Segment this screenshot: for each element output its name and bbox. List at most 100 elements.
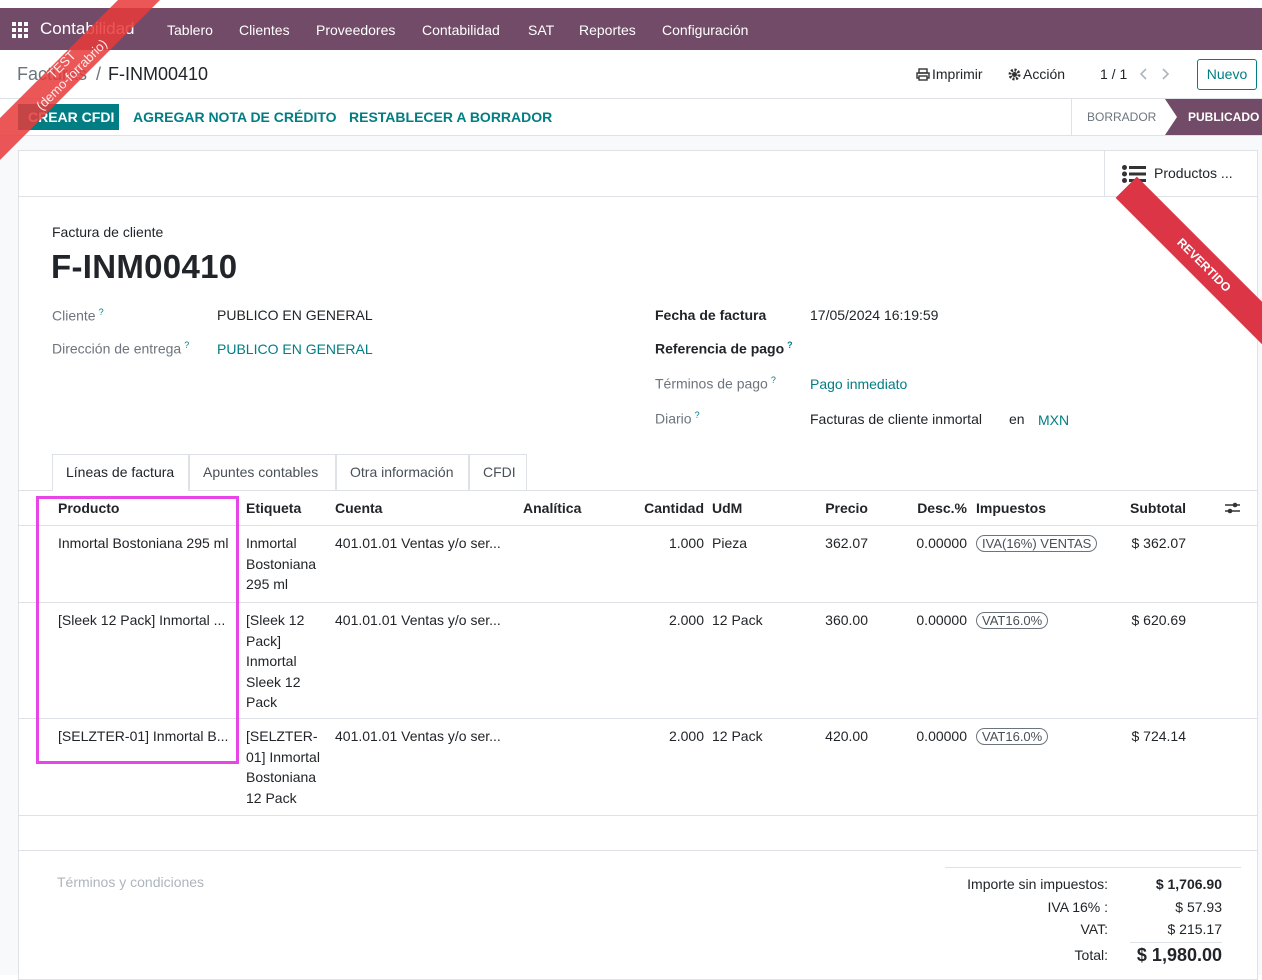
column-header[interactable]: Etiqueta [246, 500, 302, 516]
total-label: IVA 16% : [1047, 899, 1108, 915]
tab[interactable]: CFDI [469, 454, 527, 490]
field-value[interactable]: MXN [1038, 412, 1070, 428]
cell: $ 362.07 [1131, 535, 1187, 551]
menu-item[interactable]: Configuración [662, 22, 749, 38]
cell: 2.000 [668, 728, 704, 744]
action-button[interactable]: RESTABLECER A BORRADOR [349, 109, 553, 125]
cell: [Sleek 12 Pack] Inmortal ... [58, 612, 226, 628]
cell: $ 620.69 [1131, 612, 1187, 628]
column-header[interactable]: Precio [825, 500, 868, 516]
cell: 360.00 [825, 612, 868, 628]
cell: 1.000 [668, 535, 704, 551]
divider [1130, 942, 1222, 943]
column-header[interactable]: Desc.% [917, 500, 967, 516]
pager-arrows[interactable] [1136, 66, 1176, 82]
total-value: $ 1,706.90 [1155, 876, 1222, 892]
divider [19, 850, 1257, 851]
field-label: Cliente? [52, 307, 104, 324]
pager: 1 / 1 [1100, 66, 1128, 82]
new-button[interactable]: Nuevo [1197, 59, 1257, 90]
optional-columns-icon[interactable] [1225, 501, 1240, 515]
divider [945, 867, 1241, 868]
row-border [19, 602, 1257, 603]
cell: 401.01.01 Ventas y/o ser... [335, 612, 501, 628]
field-label: Diario? [655, 410, 700, 427]
total-value: $ 57.93 [1175, 899, 1222, 915]
column-header[interactable]: UdM [712, 500, 743, 516]
column-header[interactable]: Analítica [523, 500, 582, 516]
help[interactable]: ? [98, 307, 104, 317]
cell: [Sleek 12 Pack] Inmortal Sleek 12 Pack [246, 612, 305, 710]
cell: VAT16.0% [976, 610, 1126, 632]
field-value[interactable]: Pago inmediato [810, 376, 908, 392]
field-text: en [1009, 411, 1025, 427]
help[interactable]: ? [770, 375, 776, 385]
cell: 2.000 [668, 612, 704, 628]
menu-item[interactable]: SAT [528, 22, 555, 38]
field-label: Fecha de factura [655, 307, 767, 323]
field-value: 17/05/2024 16:19:59 [810, 307, 939, 323]
cell: [SELZTER-01] Inmortal Bostoniana 12 Pack [246, 728, 320, 806]
field-label: Referencia de pago? [655, 340, 793, 357]
tab[interactable]: Líneas de factura [52, 454, 189, 491]
column-header[interactable]: Subtotal [1130, 500, 1186, 516]
help[interactable]: ? [184, 340, 190, 350]
action-button[interactable]: CREAR CFDI [28, 109, 115, 125]
column-header[interactable]: Impuestos [976, 500, 1047, 516]
total-label: Importe sin impuestos: [967, 876, 1108, 892]
menu-item[interactable]: Contabilidad [422, 22, 500, 38]
cell: 420.00 [825, 728, 868, 744]
label: Diario [655, 410, 692, 427]
column-header[interactable]: Cuenta [335, 500, 383, 516]
apps-icon[interactable] [12, 22, 28, 38]
status-active-bg [1165, 99, 1262, 135]
field-label: Términos de pago? [655, 375, 776, 392]
tab[interactable]: Apuntes contables [189, 454, 336, 490]
label: Términos de pago [655, 375, 768, 392]
help[interactable]: ? [787, 340, 793, 350]
field-value: Facturas de cliente inmortal [810, 411, 982, 427]
action-button[interactable]: Acción [1023, 66, 1066, 82]
cell: 401.01.01 Ventas y/o ser... [335, 728, 501, 744]
cell: Inmortal Bostoniana 295 ml [246, 535, 317, 592]
status-draft[interactable]: BORRADOR [1087, 110, 1157, 124]
cell: IVA(16%) VENTAS [976, 533, 1126, 555]
field-value[interactable]: PUBLICO EN GENERAL [217, 341, 373, 357]
field-label: Dirección de entrega? [52, 340, 189, 357]
row-border [19, 718, 1257, 719]
tab[interactable]: Otra información [336, 454, 469, 490]
status-posted: PUBLICADO [1188, 110, 1260, 124]
navbar: Contabilidad Tablero Clientes Proveedores C… [0, 8, 1262, 50]
divider [0, 98, 1262, 99]
breadcrumb-current: F-INM00410 [108, 64, 209, 84]
label: Dirección de entrega [52, 340, 182, 357]
cell: 0.00000 [916, 728, 967, 744]
total-label: VAT: [1080, 921, 1109, 937]
cell: [SELZTER-01] Inmortal B... [58, 728, 229, 744]
divider [19, 196, 1257, 197]
menu-item[interactable]: Clientes [239, 22, 290, 38]
column-header[interactable]: Cantidad [644, 500, 704, 516]
menu-item[interactable]: Proveedores [316, 22, 396, 38]
help[interactable]: ? [694, 410, 700, 420]
column-header[interactable]: Producto [58, 500, 120, 516]
smart-button[interactable]: Productos ... [1154, 165, 1233, 181]
tax-badge: IVA(16%) VENTAS [976, 535, 1098, 552]
cell: VAT16.0% [976, 726, 1126, 748]
menu-item[interactable]: Reportes [579, 22, 636, 38]
menu-item[interactable]: Tablero [167, 22, 213, 38]
tax-badge: VAT16.0% [976, 612, 1049, 629]
row-border [19, 525, 1257, 526]
action-button[interactable]: AGREGAR NOTA DE CRÉDITO [133, 109, 337, 125]
row-border [19, 815, 1257, 816]
terms-placeholder[interactable]: Términos y condiciones [57, 874, 205, 890]
cell: 12 Pack [712, 612, 763, 628]
cell: $ 724.14 [1131, 728, 1187, 744]
print-button[interactable]: Imprimir [932, 66, 983, 82]
test-ribbon [0, 0, 160, 160]
status-sep [1071, 99, 1072, 135]
divider [1104, 151, 1105, 196]
breadcrumb-sep: / [96, 64, 102, 84]
